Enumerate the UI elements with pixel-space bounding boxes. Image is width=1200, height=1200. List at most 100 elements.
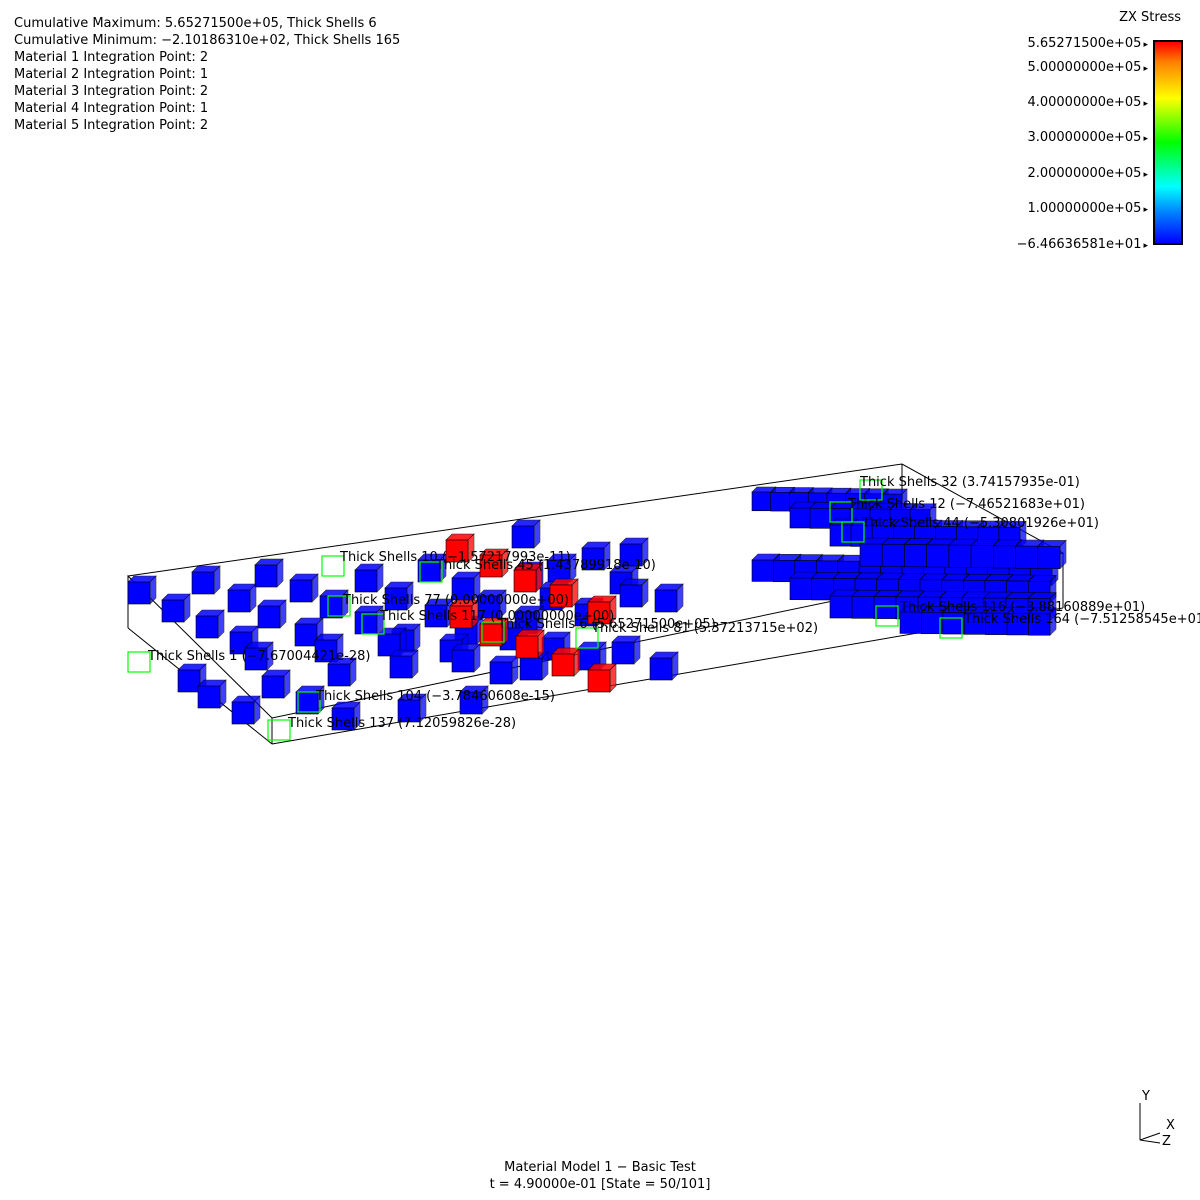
element-cube-blue — [261, 669, 291, 699]
legend-tick-1e5: 1.00000000e+05 — [1027, 201, 1148, 216]
element-cube-blue — [197, 679, 227, 709]
element-cube-blue — [649, 651, 679, 681]
color-legend-bar — [1153, 40, 1183, 245]
label-shell-45: Thick Shells 45 (1.43789918e-10) — [435, 558, 656, 573]
element-cube-blue — [459, 685, 489, 715]
element-cube-red — [515, 629, 545, 659]
wireframe-highlight — [327, 595, 351, 617]
element-cube-blue — [331, 701, 361, 731]
element-cube-blue — [227, 583, 257, 613]
legend-tick-2e5: 2.00000000e+05 — [1027, 166, 1148, 181]
label-shell-10: Thick Shells 10 (−1.57217993e-11) — [339, 550, 571, 565]
element-cube-blue — [389, 649, 419, 679]
label-shell-44: Thick Shells 44 (−5.30801926e+01) — [861, 516, 1099, 531]
label-shell-6: Thick Shells 6 (5.65271500e+05) — [497, 617, 716, 632]
label-shell-117: Thick Shells 117 (0.00000000e+00) — [379, 609, 614, 624]
element-cube-blue — [384, 581, 414, 611]
element-cube-blue — [397, 693, 427, 723]
element-cube-blue — [244, 641, 274, 671]
axis-z-label: Z — [1162, 1134, 1171, 1149]
material-5-integration: Material 5 Integration Point: 2 — [14, 118, 209, 133]
element-cube-blue — [319, 589, 349, 619]
label-shell-1: Thick Shells 1 (−7.67004421e-28) — [147, 649, 370, 664]
wireframe-highlight — [481, 621, 505, 643]
wireframe-highlight — [127, 651, 151, 673]
wireframe-highlight — [361, 613, 385, 635]
model-title: Material Model 1 − Basic Test — [504, 1160, 696, 1175]
state-time: t = 4.90000e-01 [State = 50/101] — [489, 1177, 711, 1192]
element-cube-blue — [654, 583, 684, 613]
legend-tick-max: 5.65271500e+05 — [1027, 36, 1148, 51]
element-cube-red — [551, 647, 581, 677]
element-cube-blue — [619, 537, 649, 567]
legend-tick-3e5: 3.00000000e+05 — [1027, 130, 1148, 145]
element-cube-red — [449, 599, 479, 629]
material-2-integration: Material 2 Integration Point: 1 — [14, 67, 209, 82]
element-cube-blue — [619, 578, 649, 608]
highlighted-element-wireframes — [127, 479, 963, 741]
element-cube-blue — [195, 609, 225, 639]
element-cube-red — [445, 533, 475, 563]
label-shell-32: Thick Shells 32 (3.74157935e-01) — [859, 475, 1080, 490]
element-cube-red — [587, 595, 617, 625]
element-cube-blue — [547, 553, 577, 583]
cumulative-minimum: Cumulative Minimum: −2.10186310e+02, Thi… — [14, 33, 401, 48]
legend-tick-5e5: 5.00000000e+05 — [1027, 60, 1148, 75]
wireframe-highlight — [575, 627, 599, 649]
axis-x-label: X — [1166, 1118, 1175, 1133]
info-panel: Cumulative Maximum: 5.65271500e+05, Thic… — [14, 15, 400, 134]
element-cube-blue — [451, 643, 481, 673]
cumulative-maximum: Cumulative Maximum: 5.65271500e+05, Thic… — [14, 16, 377, 31]
wireframe-highlight — [321, 555, 345, 577]
element-cube-red — [479, 548, 509, 578]
element-cube-blue — [257, 599, 287, 629]
element-cube-blue — [289, 573, 319, 603]
element-cube-blue — [254, 558, 284, 588]
material-1-integration: Material 1 Integration Point: 2 — [14, 50, 209, 65]
element-cube-blue — [354, 563, 384, 593]
label-shell-164: Thick Shells 164 (−7.51258545e+01) — [963, 612, 1200, 627]
element-cube-blue — [611, 635, 641, 665]
axis-y-label: Y — [1141, 1089, 1150, 1104]
element-cubes — [127, 519, 684, 731]
element-cube-blue — [477, 589, 507, 619]
wireframe-highlight — [829, 501, 853, 523]
material-3-integration: Material 3 Integration Point: 2 — [14, 84, 209, 99]
label-shell-81: Thick Shells 81 (5.37213715e+02) — [591, 621, 818, 636]
wireframe-highlight — [419, 561, 443, 583]
element-cube-blue — [581, 541, 611, 571]
element-cube-red — [513, 563, 543, 593]
element-cube-blue — [127, 575, 157, 605]
wireframe-highlight — [859, 479, 883, 501]
axis-triad: Y X Z — [1139, 1089, 1175, 1149]
element-cube-blue — [377, 627, 407, 657]
element-cube-blue — [354, 605, 384, 635]
wireframe-highlight — [939, 617, 963, 639]
element-cube-blue — [231, 695, 261, 725]
element-labels: Thick Shells 32 (3.74157935e-01) Thick S… — [147, 475, 1200, 731]
element-cube-blue — [314, 633, 344, 663]
strip-segment — [1027, 607, 1057, 636]
label-shell-104: Thick Shells 104 (−3.78460608e-15) — [315, 689, 555, 704]
element-cube-red — [549, 578, 579, 608]
element-cube-blue — [327, 657, 357, 687]
label-shell-137: Thick Shells 137 (7.12059826e-28) — [287, 716, 516, 731]
legend-tick-4e5: 4.00000000e+05 — [1027, 95, 1148, 110]
strip-segment — [1037, 539, 1067, 570]
material-4-integration: Material 4 Integration Point: 1 — [14, 101, 209, 116]
wireframe-highlight — [875, 605, 899, 627]
label-shell-12: Thick Shells 12 (−7.46521683e+01) — [847, 497, 1085, 512]
wireframe-highlight — [841, 521, 865, 543]
footer: Material Model 1 − Basic Test t = 4.9000… — [0, 1159, 1200, 1193]
wireframe-highlight — [267, 719, 291, 741]
legend-tick-min: −6.46636581e+01 — [1017, 237, 1148, 252]
legend-title: ZX Stress — [1119, 10, 1181, 25]
element-cube-red — [587, 663, 617, 693]
element-cube-blue — [191, 565, 221, 595]
element-cube-blue — [161, 593, 191, 623]
element-cube-blue — [489, 655, 519, 685]
label-shell-116: Thick Shells 116 (−3.88160889e+01) — [899, 600, 1145, 615]
element-cube-blue — [417, 553, 447, 583]
wireframe-highlight — [297, 691, 321, 713]
